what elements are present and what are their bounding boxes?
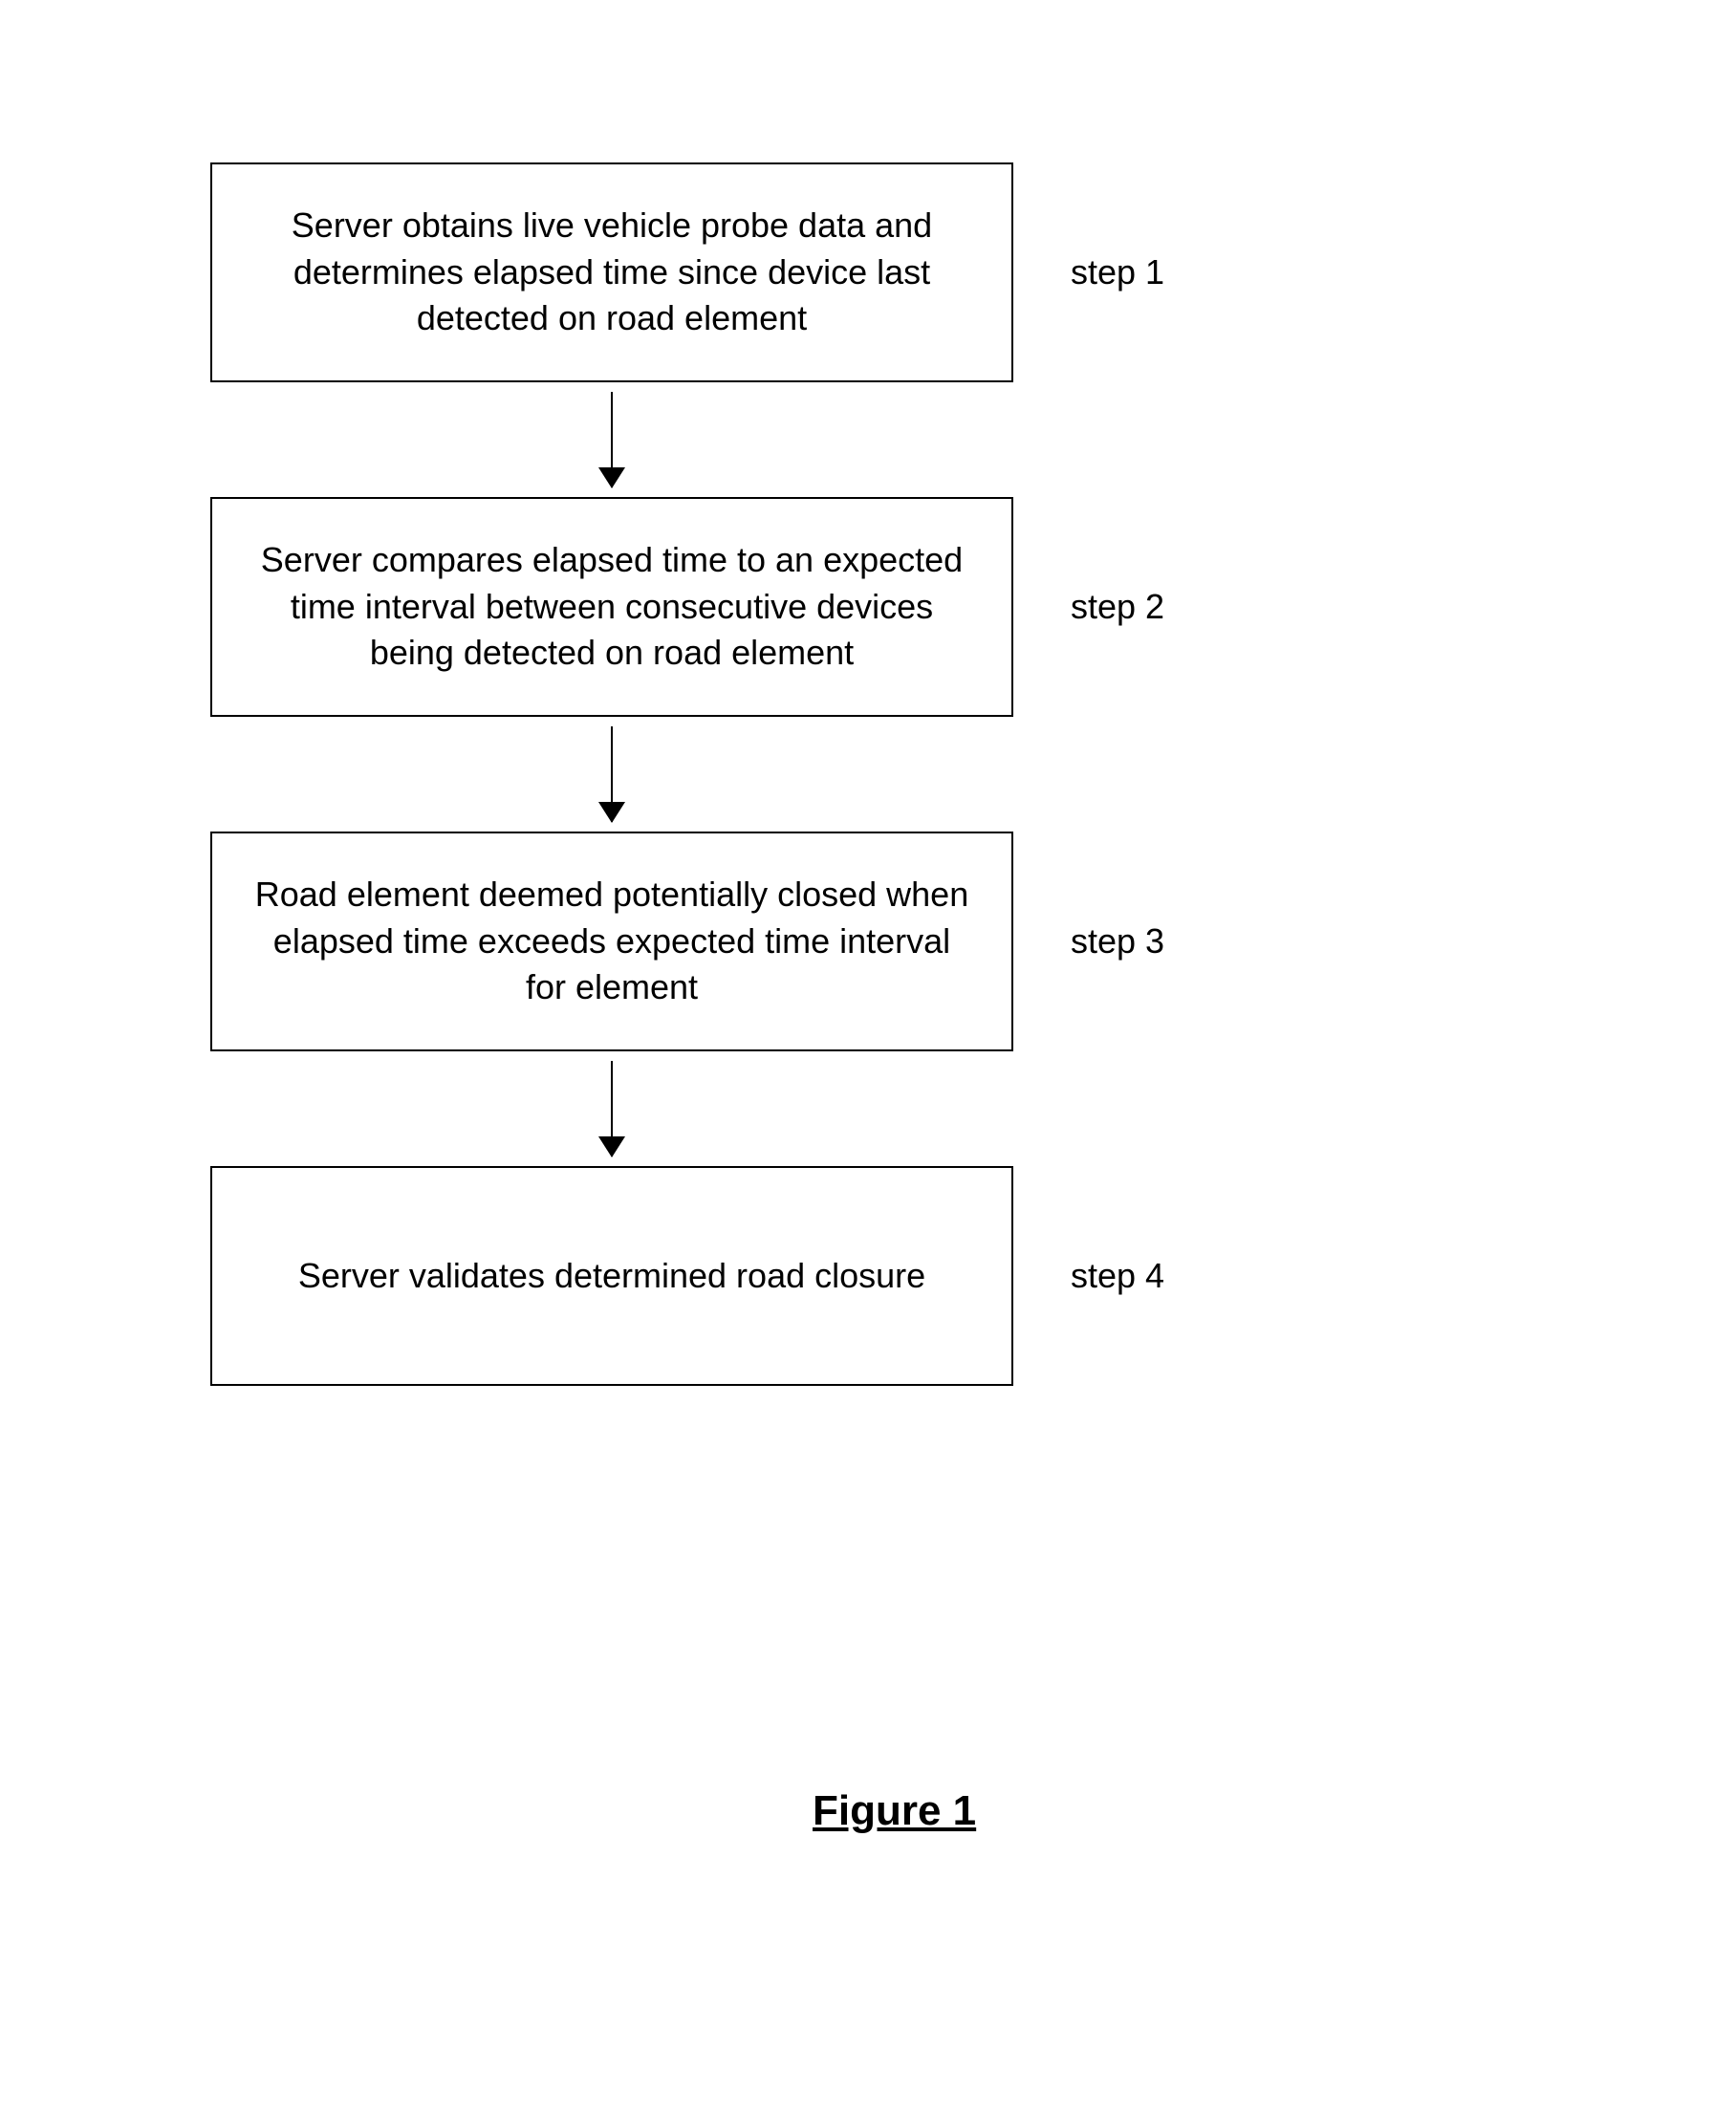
box-text: Server validates determined road closure — [298, 1253, 925, 1300]
flowchart-box-3: Road element deemed potentially closed w… — [210, 832, 1013, 1051]
arrow-container-2 — [210, 717, 1013, 832]
box-text: Server obtains live vehicle probe data a… — [250, 203, 973, 342]
figure-label: Figure 1 — [813, 1787, 976, 1835]
flowchart-container: Server obtains live vehicle probe data a… — [210, 162, 1530, 1386]
flowchart-box-2: Server compares elapsed time to an expec… — [210, 497, 1013, 717]
arrow-container-1 — [210, 382, 1013, 497]
step-row-1: Server obtains live vehicle probe data a… — [210, 162, 1530, 382]
step-label-1: step 1 — [1071, 252, 1164, 292]
step-row-4: Server validates determined road closure… — [210, 1166, 1530, 1386]
step-label-3: step 3 — [1071, 921, 1164, 962]
arrow-down-icon — [611, 392, 613, 487]
arrow-down-icon — [611, 1061, 613, 1156]
flowchart-box-4: Server validates determined road closure — [210, 1166, 1013, 1386]
arrow-container-3 — [210, 1051, 1013, 1166]
box-text: Road element deemed potentially closed w… — [250, 872, 973, 1011]
flowchart-box-1: Server obtains live vehicle probe data a… — [210, 162, 1013, 382]
step-row-3: Road element deemed potentially closed w… — [210, 832, 1530, 1051]
step-label-2: step 2 — [1071, 587, 1164, 627]
arrow-down-icon — [611, 726, 613, 822]
box-text: Server compares elapsed time to an expec… — [250, 537, 973, 677]
step-row-2: Server compares elapsed time to an expec… — [210, 497, 1530, 717]
step-label-4: step 4 — [1071, 1256, 1164, 1296]
